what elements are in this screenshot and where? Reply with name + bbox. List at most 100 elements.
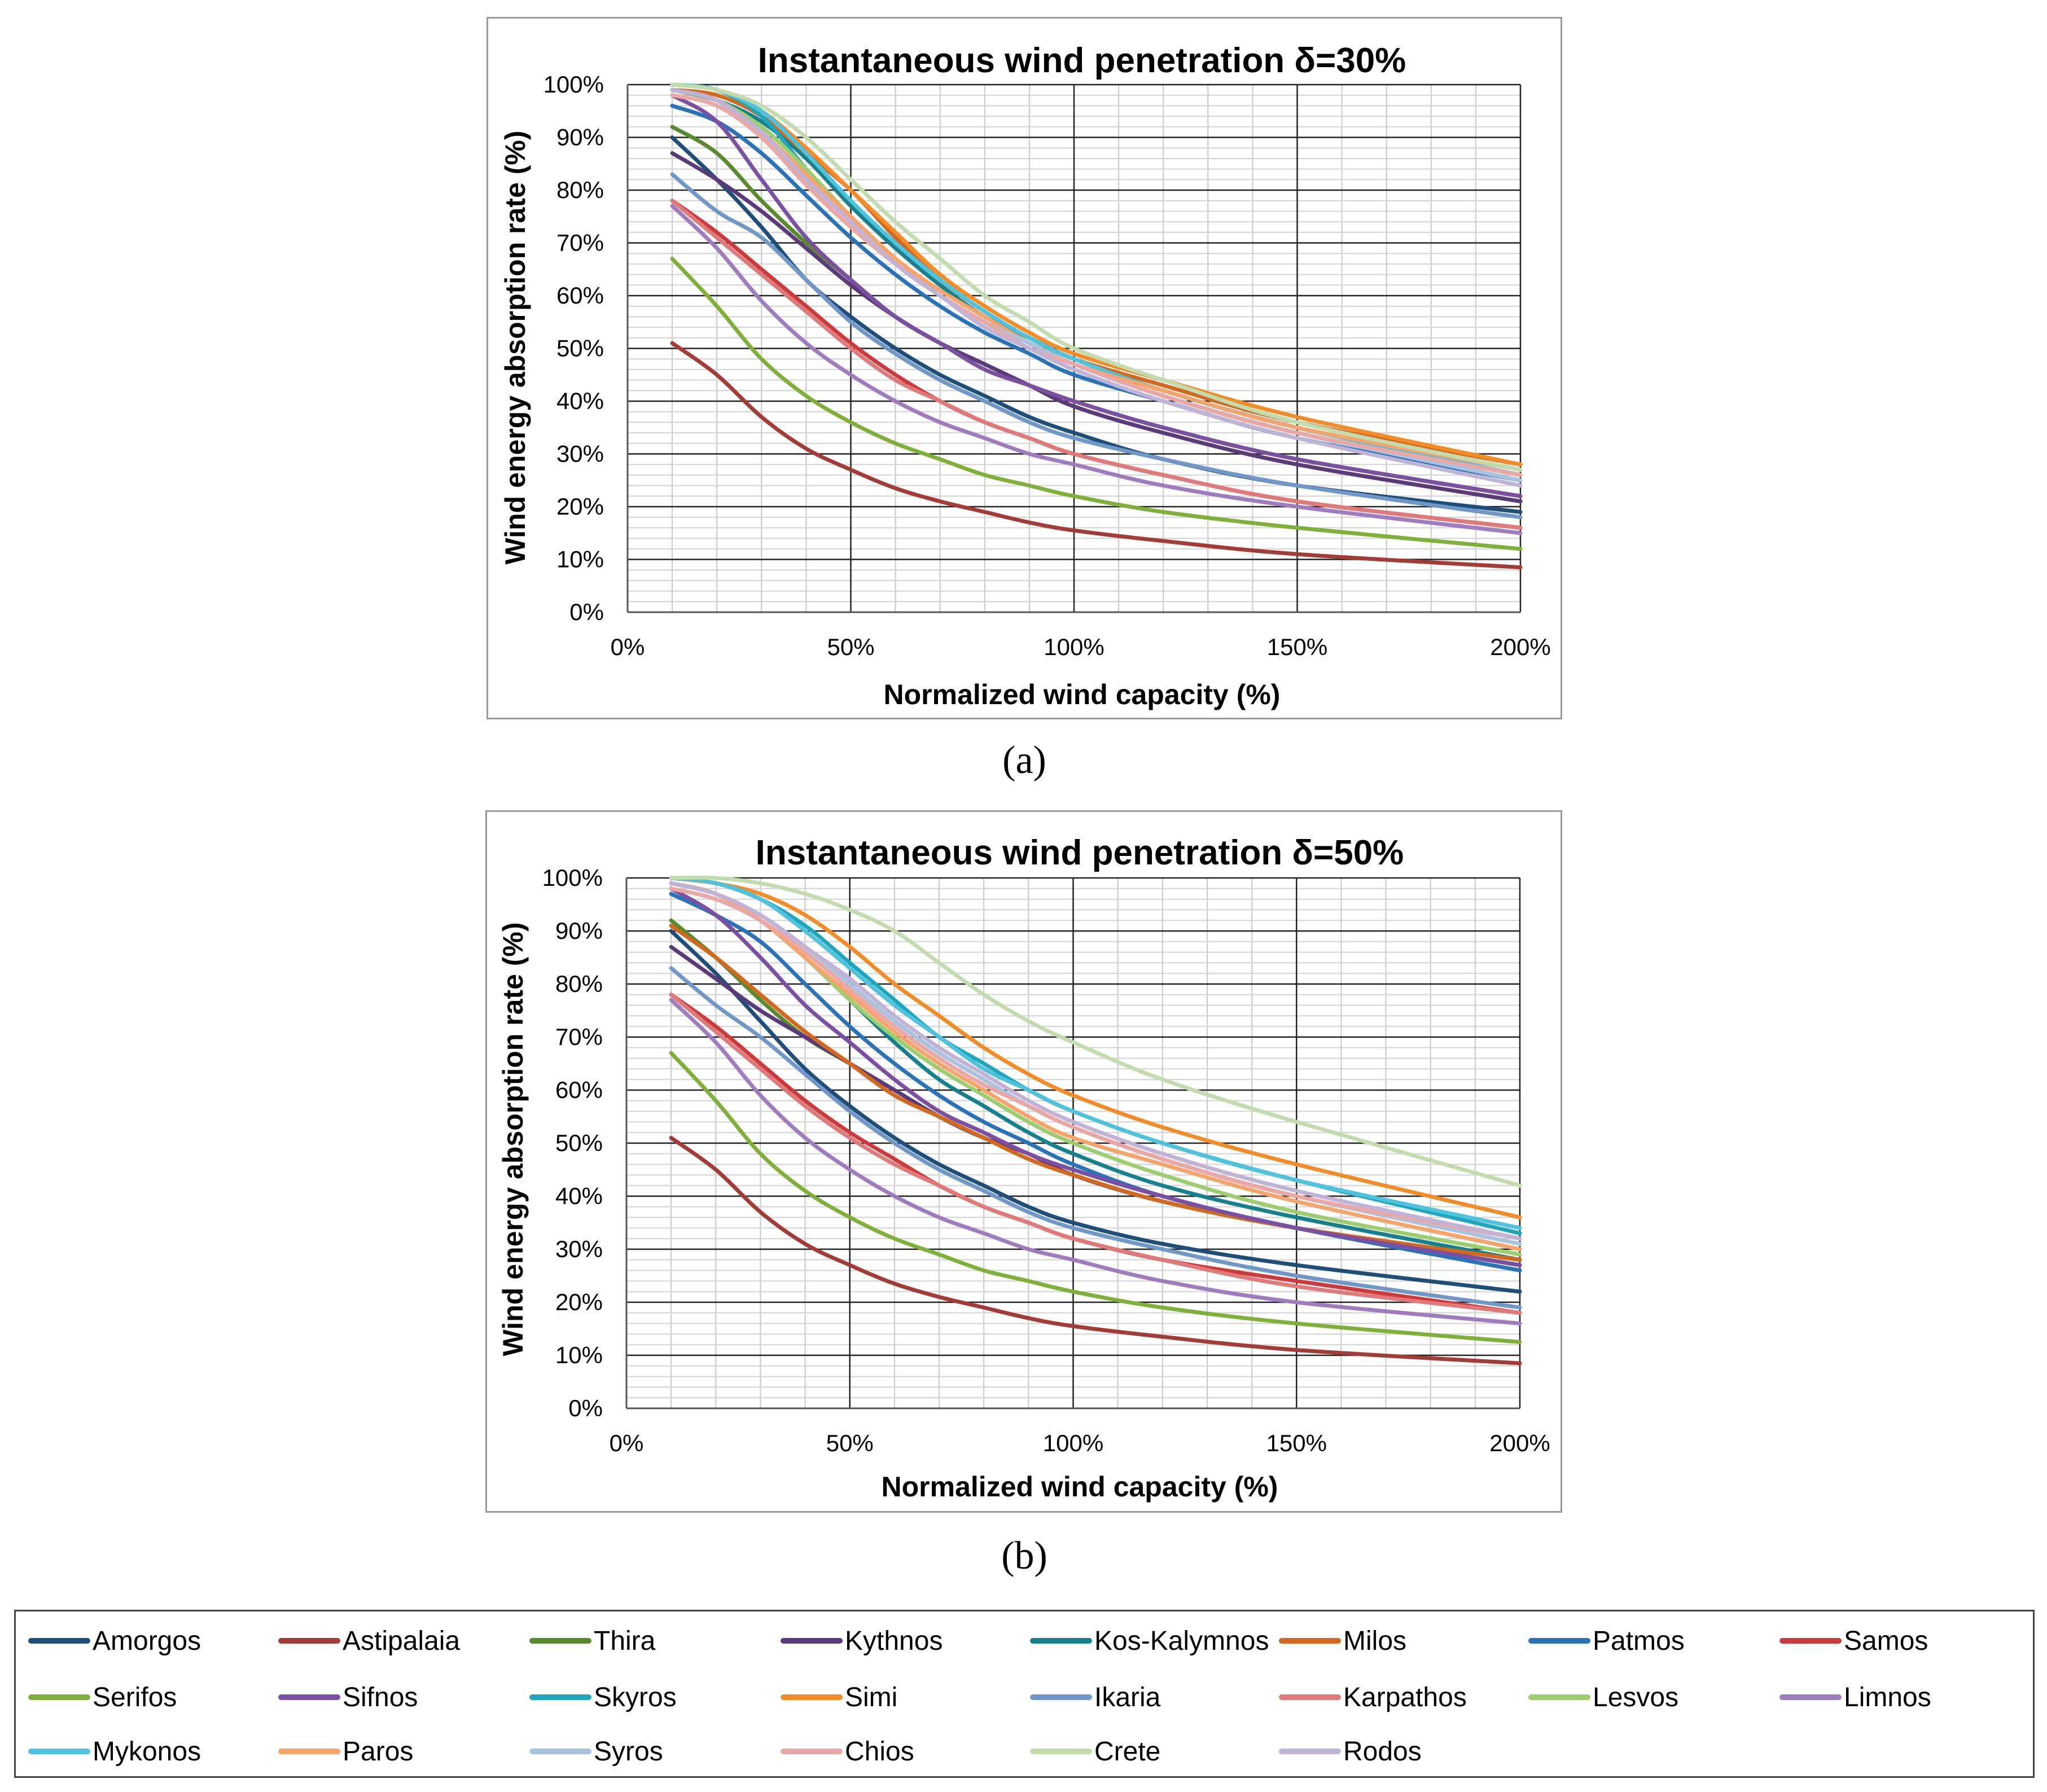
chart-panel-b: Instantaneous wind penetration δ=50% Nor… (485, 810, 1562, 1513)
legend-swatch (529, 1694, 591, 1700)
legend-item-sifnos: Sifnos (278, 1680, 418, 1714)
legend-swatch (1779, 1694, 1842, 1700)
y-axis-label: Wind energy absorption rate (%) (499, 130, 531, 564)
legend-label: Skyros (594, 1682, 677, 1712)
legend-swatch (529, 1638, 591, 1644)
series-line-chios (670, 93, 1523, 477)
x-tick-label: 150% (1266, 1430, 1327, 1456)
legend-swatch (1279, 1694, 1341, 1700)
series-line-astipalaia (669, 1136, 1522, 1365)
series-line-karpathos (669, 992, 1522, 1315)
x-tick-label: 100% (1043, 1430, 1103, 1456)
legend: Amorgos Astipalaia Thira Kythnos Kos-Kalymno… (14, 1610, 2035, 1778)
y-tick-label: 80% (555, 970, 603, 997)
series-line-amorgos (669, 929, 1522, 1294)
legend-item-patmos: Patmos (1528, 1624, 1685, 1658)
legend-item-ikaria: Ikaria (1030, 1680, 1160, 1714)
x-axis-label: Normalized wind capacity (%) (882, 1471, 1278, 1503)
legend-label: Kythnos (845, 1626, 943, 1656)
legend-item-thira: Thira (529, 1624, 655, 1658)
y-axis-label: Wind energy absorption rate (%) (497, 922, 529, 1356)
legend-label: Sifnos (343, 1682, 418, 1712)
legend-label: Simi (845, 1682, 898, 1712)
chart-title: Instantaneous wind penetration δ=30% (758, 41, 1406, 80)
y-tick-label: 60% (556, 282, 604, 309)
legend-item-milos: Milos (1279, 1624, 1406, 1658)
grid (626, 877, 1521, 1408)
series-line-limnos (669, 998, 1522, 1326)
legend-swatch (1279, 1638, 1341, 1644)
y-tick-label: 50% (556, 335, 604, 362)
legend-label: Limnos (1844, 1682, 1931, 1712)
series-line-rodos (670, 87, 1523, 488)
x-tick-label: 200% (1490, 634, 1550, 660)
series-line-mykonos (669, 876, 1522, 1230)
x-tick-label: 0% (611, 634, 645, 660)
legend-item-samos: Samos (1779, 1624, 1928, 1658)
legend-label: Paros (343, 1736, 414, 1767)
legend-swatch (1279, 1749, 1341, 1754)
legend-label: Samos (1844, 1626, 1928, 1656)
series-line-karpathos (670, 199, 1523, 530)
y-tick-label: 70% (555, 1024, 603, 1050)
legend-swatch (28, 1694, 90, 1700)
series-lines (669, 875, 1522, 1365)
legend-label: Milos (1343, 1626, 1407, 1656)
legend-swatch (28, 1749, 90, 1754)
legend-label: Astipalaia (343, 1626, 461, 1656)
legend-item-kos-kalymnos: Kos-Kalymnos (1030, 1624, 1269, 1658)
legend-item-serifos: Serifos (28, 1680, 177, 1714)
legend-swatch (278, 1638, 340, 1644)
legend-label: Rodos (1343, 1736, 1422, 1767)
legend-swatch (1030, 1749, 1092, 1754)
legend-item-simi: Simi (781, 1680, 897, 1714)
y-tick-label: 100% (543, 71, 604, 98)
y-tick-label: 40% (556, 388, 604, 414)
y-tick-label: 70% (556, 230, 604, 256)
x-tick-label: 100% (1044, 634, 1104, 660)
legend-label: Patmos (1593, 1626, 1685, 1656)
y-tick-label: 90% (555, 917, 603, 944)
x-tick-label: 200% (1489, 1430, 1550, 1456)
series-line-ikaria (669, 966, 1522, 1310)
chart-panel-a: Instantaneous wind penetration δ=30% Nor… (486, 17, 1562, 719)
series-line-ikaria (670, 172, 1523, 520)
legend-item-chios: Chios (781, 1734, 914, 1768)
y-tick-label: 90% (556, 124, 604, 151)
series-line-chios (669, 886, 1522, 1241)
legend-swatch (278, 1749, 340, 1754)
x-tick-label: 50% (826, 1430, 874, 1456)
y-tick-label: 80% (556, 177, 604, 203)
legend-swatch (1030, 1638, 1092, 1644)
legend-swatch (529, 1749, 591, 1754)
series-line-rodos (669, 881, 1522, 1241)
legend-swatch (1779, 1638, 1842, 1644)
y-tick-label: 10% (556, 546, 604, 573)
legend-swatch (781, 1638, 843, 1644)
legend-label: Serifos (93, 1682, 177, 1712)
y-tick-label: 0% (568, 1395, 603, 1421)
legend-label: Chios (845, 1736, 914, 1767)
legend-label: Mykonos (93, 1736, 201, 1767)
y-tick-label: 0% (569, 599, 604, 625)
series-line-crete (670, 82, 1523, 472)
series-line-serifos (669, 1051, 1522, 1344)
x-tick-label: 150% (1267, 634, 1327, 660)
chart-title: Instantaneous wind penetration δ=50% (756, 833, 1404, 872)
legend-label: Syros (594, 1736, 663, 1767)
legend-label: Crete (1094, 1736, 1161, 1767)
series-line-serifos (670, 257, 1523, 551)
legend-item-rodos: Rodos (1279, 1734, 1422, 1768)
x-tick-label: 0% (610, 1430, 644, 1456)
chart-a: Instantaneous wind penetration δ=30% Nor… (499, 41, 1551, 710)
y-tick-label: 20% (555, 1289, 603, 1315)
x-tick-label: 50% (827, 634, 874, 660)
legend-swatch (28, 1638, 90, 1644)
series-lines (670, 82, 1523, 569)
y-tick-label: 40% (555, 1183, 603, 1209)
y-tick-label: 100% (542, 864, 603, 891)
legend-item-crete: Crete (1030, 1734, 1160, 1768)
legend-label: Karpathos (1343, 1682, 1467, 1712)
legend-item-karpathos: Karpathos (1279, 1680, 1467, 1714)
series-line-sifnos (670, 93, 1523, 498)
